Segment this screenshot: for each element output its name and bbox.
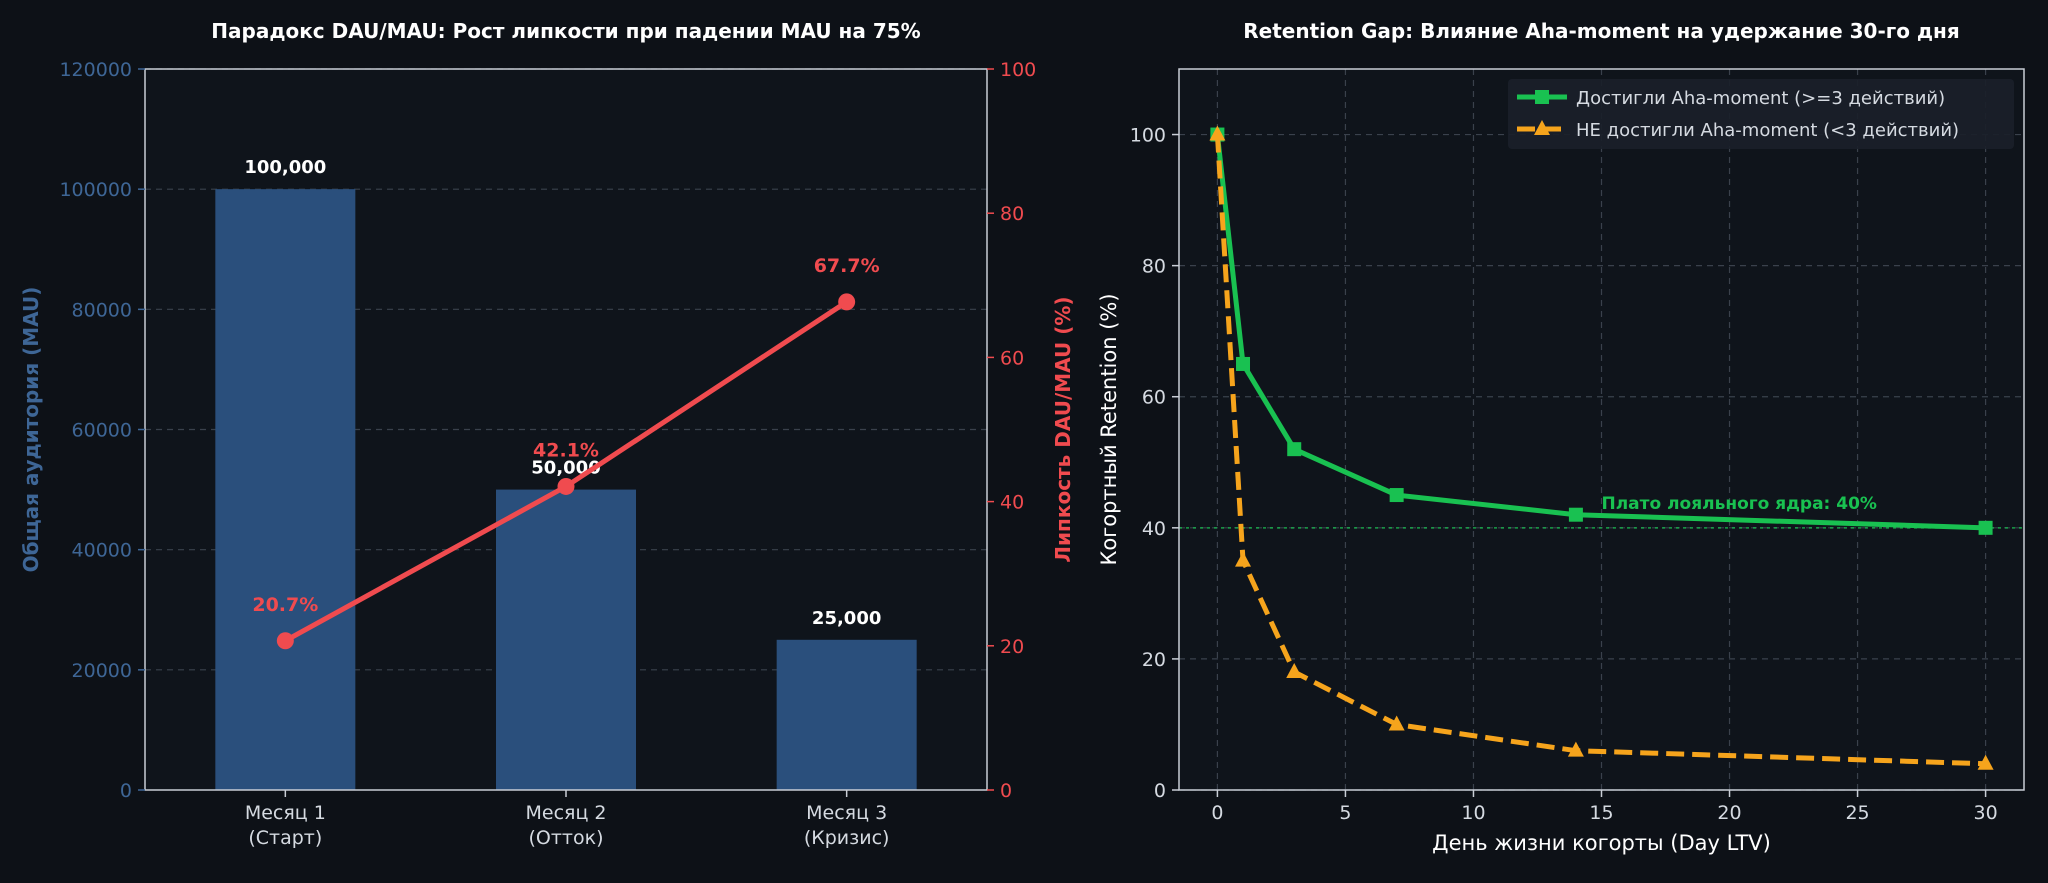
point-value-label: 67.7% <box>814 255 880 277</box>
ytick-label: 100 <box>1130 125 1166 147</box>
xtick-label: 20 <box>1717 802 1741 824</box>
xtick-label: 0 <box>1211 802 1223 824</box>
reference-line-label: Плато лояльного ядра: 40% <box>1602 494 1877 514</box>
chart-title: Retention Gap: Влияние Aha-moment на уде… <box>1243 19 1959 43</box>
point-stickiness <box>276 632 294 650</box>
series-line-aha <box>1214 134 1986 531</box>
ytick-label-mau: 0 <box>120 780 132 802</box>
bar-value-label: 100,000 <box>244 157 326 178</box>
plot-area-right <box>1179 69 2024 790</box>
xtick-label: 25 <box>1845 802 1869 824</box>
point-marker-triangle <box>1209 125 1226 141</box>
ytick-label-mau: 100000 <box>59 179 132 201</box>
ytick-label-stickiness: 40 <box>1000 492 1024 514</box>
xtick-label: Месяц 3 <box>806 802 887 824</box>
point-marker-triangle <box>1388 715 1405 731</box>
chart-retention: Плато лояльного ядра: 40% 0 5 10 15 20 25 30 0 20… <box>1097 19 2025 855</box>
xtick-label: (Отток) <box>528 827 603 849</box>
xtick-label: Месяц 1 <box>245 802 326 824</box>
ytick-label-mau: 60000 <box>72 420 132 442</box>
point-marker-triangle <box>1567 741 1584 757</box>
xtick-label: 10 <box>1461 802 1485 824</box>
point-marker-square <box>1389 488 1404 503</box>
chart-dau-mau: 100,00050,00025,00020.7%42.1%67.7%020000… <box>19 19 1075 849</box>
xtick-label: 15 <box>1589 802 1613 824</box>
xtick-label: 5 <box>1339 802 1351 824</box>
ytick-label-stickiness: 60 <box>1000 347 1024 369</box>
ytick-label: 40 <box>1142 518 1166 540</box>
ytick-label: 20 <box>1142 649 1166 671</box>
y-axis-label: Когортный Retention (%) <box>1097 293 1121 565</box>
ytick-label-mau: 40000 <box>72 540 132 562</box>
point-marker-triangle <box>1977 754 1994 770</box>
ytick-label: 0 <box>1154 780 1166 802</box>
ytick-label-mau: 20000 <box>72 660 132 682</box>
legend-marker-square <box>1535 90 1549 104</box>
ytick-label: 60 <box>1142 387 1166 409</box>
ytick-label-stickiness: 80 <box>1000 203 1024 225</box>
legend-frame <box>1508 79 2014 149</box>
chart-title: Парадокс DAU/MAU: Рост липкости при паде… <box>211 19 920 43</box>
bar-mau <box>776 639 917 790</box>
point-stickiness <box>838 293 856 311</box>
bar-mau <box>215 189 356 790</box>
legend-entry-label: НЕ достигли Aha-moment (<3 действий) <box>1576 120 1959 141</box>
y-axis-label-mau: Общая аудитория (MAU) <box>19 287 43 573</box>
point-marker-square <box>1236 356 1251 371</box>
bar-value-label: 25,000 <box>812 608 881 629</box>
ytick-label-mau: 120000 <box>59 59 132 81</box>
xtick-label: (Старт) <box>248 827 322 849</box>
point-value-label: 42.1% <box>533 439 599 461</box>
legend: Достигли Aha-moment (>=3 действий) НЕ дос… <box>1508 79 2014 149</box>
series-line-no-aha <box>1214 134 1986 767</box>
xtick-label: Месяц 2 <box>525 802 606 824</box>
point-marker-triangle <box>1235 551 1252 567</box>
ytick-label-stickiness: 0 <box>1000 780 1012 802</box>
ytick-label-mau: 80000 <box>72 299 132 321</box>
point-marker-square <box>1978 520 1993 535</box>
xtick-label: (Кризис) <box>804 827 890 849</box>
ytick-label-stickiness: 100 <box>1000 59 1036 81</box>
point-marker-triangle <box>1286 663 1303 679</box>
point-value-label: 20.7% <box>252 594 318 616</box>
point-marker-square <box>1287 442 1302 457</box>
legend-marker-triangle <box>1534 120 1550 135</box>
legend-entry-label: Достигли Aha-moment (>=3 действий) <box>1576 88 1945 109</box>
ytick-label: 80 <box>1142 256 1166 278</box>
point-stickiness <box>557 477 575 495</box>
ytick-label-stickiness: 20 <box>1000 636 1024 658</box>
bar-mau <box>496 489 636 790</box>
xtick-label: 30 <box>1973 802 1997 824</box>
y-axis-label-stickiness: Липкость DAU/MAU (%) <box>1051 296 1075 562</box>
x-axis-label: День жизни когорты (Day LTV) <box>1432 831 1771 855</box>
point-marker-square <box>1568 507 1583 522</box>
